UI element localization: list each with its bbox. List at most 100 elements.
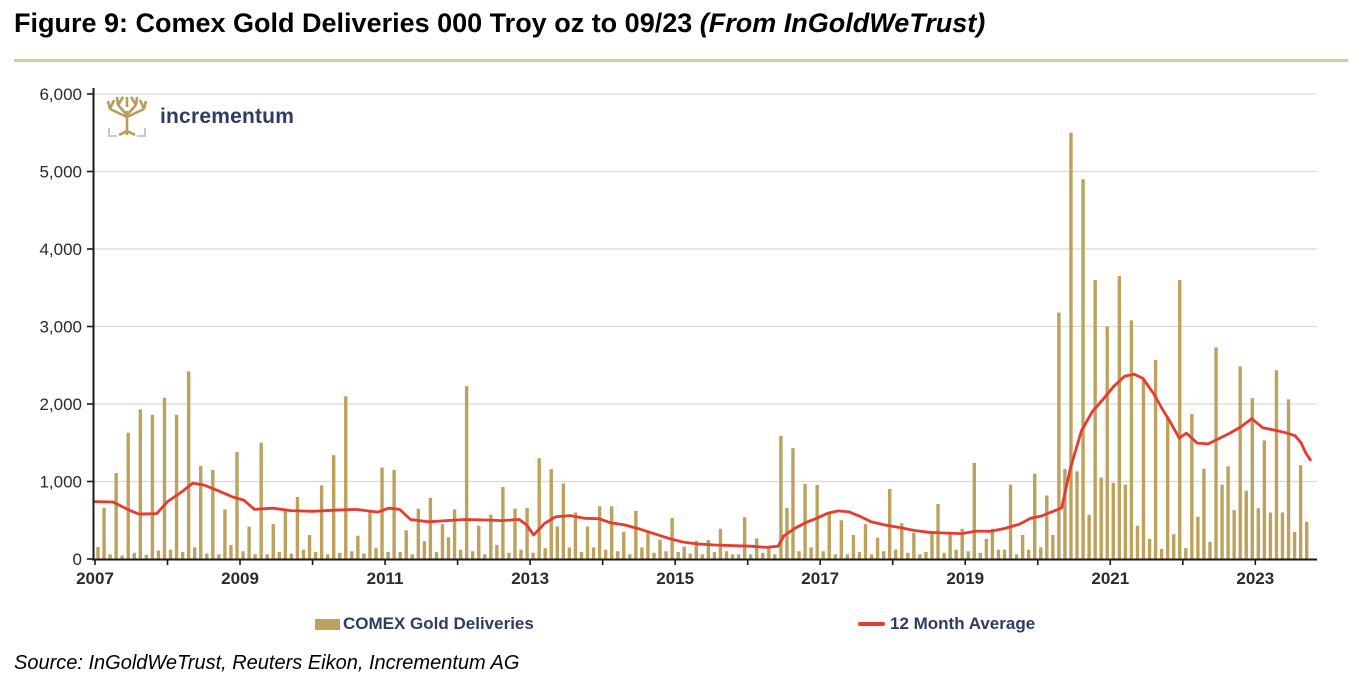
delivery-bar [591, 547, 596, 560]
delivery-bar [1105, 326, 1109, 559]
delivery-bar [241, 551, 245, 559]
legend-item-average: 12 Month Average [858, 609, 1035, 639]
delivery-bar [1220, 484, 1224, 559]
delivery-bar [942, 552, 946, 559]
delivery-bar [555, 526, 559, 559]
delivery-bar [1232, 510, 1236, 559]
delivery-bar [700, 554, 705, 559]
delivery-bar [446, 537, 451, 559]
delivery-bar [567, 547, 572, 560]
delivery-bar [253, 554, 257, 559]
delivery-bar [1286, 399, 1291, 559]
delivery-bar [984, 538, 989, 559]
delivery-bar [561, 483, 566, 559]
deliveries-label: COMEX Gold Deliveries [343, 614, 534, 633]
delivery-bar [1184, 548, 1188, 559]
delivery-bar [1087, 514, 1091, 559]
delivery-bar [1008, 484, 1013, 559]
delivery-bar [634, 510, 638, 559]
y-tick-label: 1,000 [39, 473, 82, 492]
delivery-bar [815, 484, 819, 559]
delivery-bar [791, 448, 795, 559]
delivery-bar [1202, 468, 1206, 559]
y-tick-label: 0 [73, 550, 82, 569]
delivery-bar [972, 462, 976, 559]
delivery-bar [616, 551, 620, 559]
delivery-bar [585, 526, 590, 559]
delivery-bar [797, 551, 801, 559]
delivery-bar [205, 553, 209, 559]
delivery-bar [180, 552, 185, 559]
delivery-bar [1129, 320, 1134, 559]
delivery-bar [422, 541, 427, 559]
delivery-bar [652, 552, 656, 559]
delivery-bar [761, 552, 765, 559]
delivery-bar [1268, 512, 1273, 559]
delivery-bar [1262, 440, 1267, 559]
delivery-bar [440, 524, 445, 560]
delivery-bar [694, 540, 698, 559]
delivery-bar [1111, 483, 1115, 559]
delivery-bar [1014, 554, 1019, 559]
delivery-bar [108, 554, 112, 559]
delivery-bar [301, 549, 306, 559]
delivery-bar [428, 497, 433, 559]
average-label: 12 Month Average [890, 614, 1036, 633]
delivery-bar [1117, 276, 1122, 560]
delivery-bar [1153, 359, 1158, 559]
delivery-bar [724, 551, 729, 559]
delivery-bar [622, 531, 626, 560]
delivery-bar [223, 509, 227, 559]
delivery-bar [646, 532, 650, 559]
delivery-bar [368, 510, 372, 559]
delivery-bar [1002, 549, 1007, 559]
delivery-bar [235, 452, 239, 559]
delivery-bar [144, 554, 149, 559]
delivery-bar [386, 552, 390, 559]
delivery-bar [869, 554, 874, 559]
delivery-bar [531, 552, 535, 559]
delivery-bar [1274, 370, 1279, 559]
delivery-bar [966, 551, 970, 559]
source-line: Source: InGoldWeTrust, Reuters Eikon, In… [14, 652, 520, 674]
delivery-bar [277, 552, 281, 559]
delivery-bar [501, 486, 505, 559]
delivery-bar [682, 546, 686, 559]
delivery-bar [434, 552, 439, 559]
x-tick-label: 2011 [367, 569, 404, 588]
delivery-bar [712, 552, 717, 559]
delivery-bar [857, 552, 862, 559]
delivery-bar [132, 552, 136, 559]
delivery-bar [319, 485, 324, 560]
y-tick-label: 6,000 [39, 85, 82, 104]
delivery-bar [912, 532, 916, 559]
delivery-bar [156, 550, 161, 559]
delivery-bar [458, 549, 463, 559]
delivery-bar [271, 524, 275, 560]
delivery-bar [338, 552, 342, 559]
delivery-bar [1196, 516, 1200, 559]
x-tick-label: 2007 [76, 569, 114, 588]
delivery-bar [1165, 416, 1170, 559]
delivery-bar [295, 497, 300, 559]
delivery-bar [162, 397, 167, 559]
y-tick-label: 5,000 [39, 163, 82, 182]
delivery-bar [168, 549, 173, 559]
delivery-bar [1190, 414, 1194, 559]
delivery-bar [470, 551, 475, 559]
delivery-bar [628, 554, 632, 559]
x-tick-label: 2009 [221, 569, 259, 588]
delivery-bar [1039, 547, 1043, 560]
delivery-bar [126, 432, 130, 559]
delivery-bar [845, 554, 850, 559]
delivery-bar [489, 514, 493, 559]
delivery-bar [1081, 179, 1085, 559]
x-tick-label: 2015 [656, 569, 694, 588]
delivery-bar [1075, 471, 1079, 559]
delivery-bar [211, 469, 215, 560]
delivery-bar [767, 546, 771, 559]
delivery-bar [416, 508, 420, 560]
delivery-bar [199, 466, 203, 559]
chart-legend: COMEX Gold Deliveries 12 Month Average [0, 609, 1362, 639]
header-rule [14, 59, 1348, 62]
